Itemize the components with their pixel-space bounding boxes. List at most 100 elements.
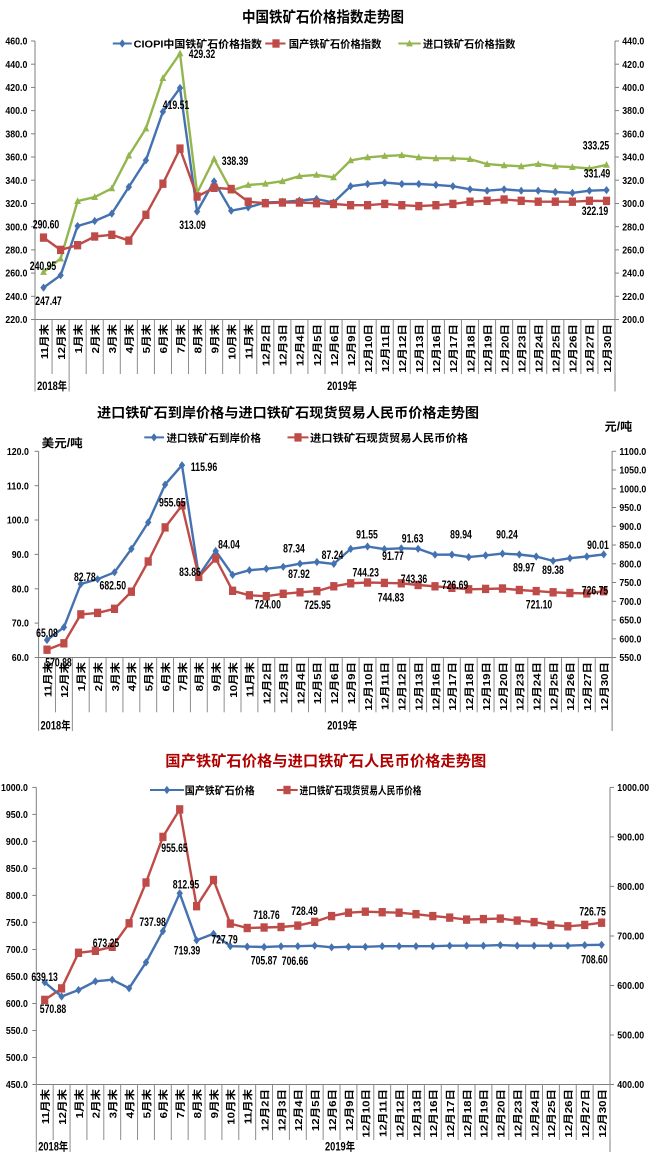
svg-text:12月17日: 12月17日 (446, 324, 461, 373)
svg-text:10月末: 10月末 (223, 1089, 238, 1125)
svg-text:600.00: 600.00 (617, 981, 644, 992)
svg-text:6月末: 6月末 (156, 1089, 171, 1119)
svg-text:国产铁矿石价格与进口铁矿石人民币价格走势图: 国产铁矿石价格与进口铁矿石人民币价格走势图 (165, 750, 486, 771)
svg-text:70.0: 70.0 (12, 619, 29, 630)
svg-text:进口铁矿石到岸价格: 进口铁矿石到岸价格 (167, 430, 262, 445)
svg-text:1月末: 1月末 (72, 1089, 87, 1119)
svg-text:12月9日: 12月9日 (344, 662, 359, 704)
svg-text:12月23日: 12月23日 (514, 324, 529, 373)
svg-text:900.0: 900.0 (619, 522, 641, 533)
svg-text:87.24: 87.24 (322, 549, 344, 562)
svg-text:12月末: 12月末 (55, 1089, 70, 1125)
svg-text:850.0: 850.0 (6, 864, 28, 875)
svg-text:340.0: 340.0 (622, 153, 644, 164)
svg-text:290.60: 290.60 (33, 219, 60, 232)
svg-text:9月末: 9月末 (207, 324, 222, 354)
svg-text:420.0: 420.0 (622, 60, 644, 71)
svg-text:650.0: 650.0 (6, 972, 28, 983)
svg-text:4月末: 4月末 (124, 662, 139, 692)
svg-text:12月4日: 12月4日 (293, 662, 308, 704)
svg-text:400.0: 400.0 (622, 83, 644, 94)
svg-text:12月24日: 12月24日 (529, 662, 544, 711)
svg-text:300.0: 300.0 (5, 222, 27, 233)
svg-text:12月6日: 12月6日 (327, 662, 342, 704)
svg-text:5月末: 5月末 (141, 662, 156, 692)
svg-text:120.0: 120.0 (7, 447, 29, 458)
svg-text:700.0: 700.0 (619, 597, 641, 608)
svg-text:220.0: 220.0 (622, 292, 644, 303)
svg-text:12月27日: 12月27日 (582, 324, 597, 373)
svg-text:1000.0: 1000.0 (1, 783, 28, 794)
svg-text:12月16日: 12月16日 (428, 662, 443, 711)
svg-text:12月26日: 12月26日 (563, 662, 578, 711)
svg-text:726.75: 726.75 (582, 585, 609, 598)
svg-text:500.00: 500.00 (617, 1031, 644, 1042)
svg-text:12月12日: 12月12日 (392, 1089, 407, 1138)
svg-text:400.00: 400.00 (617, 1080, 644, 1091)
svg-text:360.0: 360.0 (622, 129, 644, 140)
svg-text:12月10日: 12月10日 (358, 1089, 373, 1138)
svg-text:12月5日: 12月5日 (308, 1089, 323, 1131)
svg-text:3月末: 3月末 (105, 1089, 120, 1119)
svg-text:743.36: 743.36 (401, 573, 428, 586)
svg-text:12月27日: 12月27日 (580, 662, 595, 711)
svg-text:89.97: 89.97 (513, 562, 535, 575)
svg-text:12月19日: 12月19日 (476, 1089, 491, 1138)
svg-text:11月末: 11月末 (241, 324, 256, 359)
svg-text:850.0: 850.0 (619, 541, 641, 552)
svg-text:240.0: 240.0 (622, 269, 644, 280)
svg-text:955.65: 955.65 (159, 496, 186, 509)
svg-text:460.0: 460.0 (5, 37, 27, 48)
svg-text:91.77: 91.77 (382, 550, 404, 563)
svg-text:中国铁矿石价格指数走势图: 中国铁矿石价格指数走势图 (242, 6, 404, 27)
svg-text:2019年: 2019年 (327, 378, 357, 394)
svg-text:3月末: 3月末 (108, 662, 123, 692)
svg-text:744.23: 744.23 (352, 567, 379, 580)
svg-text:200.0: 200.0 (622, 315, 644, 326)
svg-text:2018年: 2018年 (38, 1139, 68, 1155)
svg-text:8月末: 8月末 (192, 662, 207, 692)
svg-text:737.98: 737.98 (139, 916, 166, 929)
svg-text:87.34: 87.34 (283, 543, 305, 556)
svg-text:7月末: 7月末 (175, 662, 190, 692)
svg-text:12月26日: 12月26日 (561, 1089, 576, 1138)
svg-text:80.0: 80.0 (12, 584, 29, 595)
svg-text:708.60: 708.60 (581, 953, 608, 966)
svg-text:8月末: 8月末 (190, 324, 205, 354)
svg-text:3月末: 3月末 (105, 324, 120, 354)
svg-text:260.0: 260.0 (622, 246, 644, 257)
svg-text:82.78: 82.78 (74, 571, 96, 584)
svg-text:725.95: 725.95 (304, 599, 331, 612)
svg-text:260.0: 260.0 (5, 269, 27, 280)
svg-text:1月末: 1月末 (74, 662, 89, 692)
svg-text:12月23日: 12月23日 (512, 662, 527, 711)
svg-text:380.0: 380.0 (5, 129, 27, 140)
svg-text:12月30日: 12月30日 (595, 1089, 610, 1138)
svg-text:87.92: 87.92 (288, 568, 310, 581)
svg-text:550.0: 550.0 (6, 1026, 28, 1037)
svg-text:12月11日: 12月11日 (375, 1089, 390, 1137)
svg-text:12月30日: 12月30日 (597, 662, 612, 711)
svg-text:12月20日: 12月20日 (493, 1089, 508, 1138)
svg-text:12月9日: 12月9日 (342, 1089, 357, 1131)
svg-text:650.0: 650.0 (619, 616, 641, 627)
svg-text:12月10日: 12月10日 (361, 324, 376, 373)
svg-text:12月2日: 12月2日 (257, 1089, 272, 1131)
svg-text:240.95: 240.95 (30, 260, 57, 273)
svg-text:673.25: 673.25 (93, 937, 120, 950)
svg-text:12月13日: 12月13日 (412, 324, 427, 373)
svg-text:2月末: 2月末 (88, 1089, 103, 1119)
svg-text:12月11日: 12月11日 (377, 662, 392, 710)
svg-text:89.38: 89.38 (542, 564, 564, 577)
svg-text:7月末: 7月末 (173, 1089, 188, 1119)
svg-text:300.0: 300.0 (622, 199, 644, 210)
svg-text:12月13日: 12月13日 (409, 1089, 424, 1138)
svg-text:12月30日: 12月30日 (600, 324, 615, 373)
svg-text:419.51: 419.51 (163, 99, 190, 112)
svg-text:2018年: 2018年 (37, 378, 67, 394)
svg-text:12月23日: 12月23日 (510, 1089, 525, 1138)
svg-text:11月末: 11月末 (37, 324, 52, 359)
svg-text:9月末: 9月末 (209, 662, 224, 692)
svg-text:12月3日: 12月3日 (275, 324, 290, 366)
svg-text:12月末: 12月末 (54, 324, 69, 360)
